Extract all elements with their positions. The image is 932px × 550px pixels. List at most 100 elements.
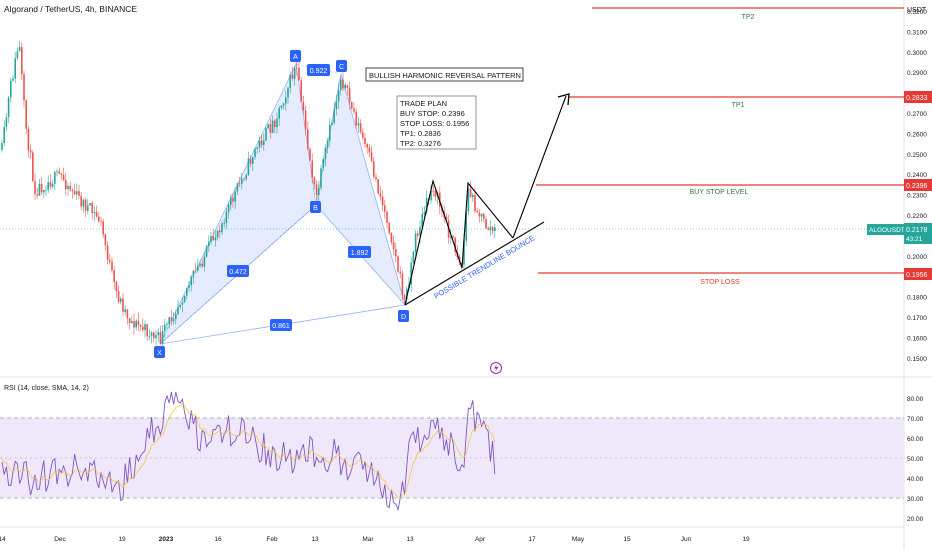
candle-body — [137, 320, 140, 326]
candle-body — [161, 330, 164, 344]
candle-body — [368, 147, 371, 153]
ratio-badge-1892[interactable] — [348, 246, 371, 258]
rsi-tick-label: 80.00 — [907, 396, 924, 403]
candle-body — [243, 178, 245, 180]
tp1-level-label: TP1 — [732, 102, 745, 109]
last-price-text: 0.2178 — [906, 227, 928, 234]
target-arrow-line[interactable] — [512, 95, 567, 239]
candle-body — [278, 107, 280, 119]
candle-body — [293, 67, 296, 79]
ratio-badge-0922[interactable] — [307, 64, 330, 76]
rsi-axis[interactable]: 80.00 70.00 60.00 50.00 40.00 30.00 20.00 — [907, 396, 924, 523]
candle-body — [454, 237, 456, 253]
candle-body — [280, 105, 283, 108]
candle-body — [282, 103, 285, 106]
price-tick-label: 0.2700 — [907, 111, 927, 118]
candle-body — [337, 90, 340, 102]
trade-plan-buy-stop: BUY STOP: 0.2396 — [400, 109, 465, 118]
trade-plan-tp2: TP2: 0.3276 — [400, 139, 441, 148]
trade-plan-box[interactable] — [396, 95, 477, 150]
candle-body — [186, 287, 188, 296]
candle-body — [153, 332, 155, 339]
candle-body — [82, 199, 85, 207]
candle-body — [296, 67, 298, 69]
arrow-head-icon — [557, 93, 570, 106]
candle-body — [276, 118, 278, 128]
time-tick-label: 19 — [742, 536, 750, 543]
candle-body — [45, 189, 47, 191]
candle-body — [315, 184, 318, 195]
candle-body — [1, 143, 3, 150]
candle-body — [60, 173, 63, 176]
point-x-badge[interactable] — [154, 346, 165, 358]
harmonic-xab-triangle[interactable] — [159, 62, 317, 345]
zigzag-projection[interactable] — [404, 178, 514, 306]
stop-price-tag — [904, 268, 932, 280]
rsi-title: RSI (14, close, SMA, 14, 2) — [4, 385, 89, 392]
candle-body — [223, 223, 225, 224]
tp2-level-label: TP2 — [742, 14, 755, 21]
candle-body — [353, 108, 355, 112]
harmonic-bcd-triangle[interactable] — [315, 73, 406, 306]
candle-body — [476, 210, 478, 213]
candle-body — [401, 273, 404, 296]
candle-body — [300, 80, 302, 102]
candle-body — [98, 216, 100, 221]
candle-body — [335, 101, 338, 110]
rsi-tick-label: 20.00 — [907, 516, 924, 523]
point-a-badge[interactable] — [290, 50, 301, 62]
candle-body — [258, 140, 261, 148]
time-axis[interactable]: 14 Dec 19 2023 16 Feb 13 Mar 13 Apr 17 May 15 Jun 19 — [0, 536, 750, 543]
candle-body — [423, 212, 426, 214]
lightning-icon[interactable] — [490, 362, 502, 374]
candle-body — [474, 194, 476, 211]
ratio-badge-0861[interactable] — [270, 319, 292, 331]
time-tick-label: Mar — [362, 536, 374, 543]
candle-body — [157, 332, 159, 336]
candle-body — [47, 182, 49, 190]
candle-body — [128, 318, 131, 324]
point-b-badge[interactable] — [310, 201, 321, 213]
candle-body — [331, 122, 333, 125]
candle-body — [318, 187, 320, 195]
candle-body — [43, 189, 45, 193]
pattern-title-box[interactable] — [365, 67, 524, 82]
candle-body — [375, 176, 377, 180]
candle-body — [192, 270, 195, 277]
candle-body — [406, 288, 408, 299]
trade-plan-stop-loss: STOP LOSS: 0.1956 — [400, 119, 469, 128]
candle-body — [271, 120, 274, 133]
candle-body — [397, 256, 399, 272]
buy-price-tag-text: 0.2396 — [906, 183, 928, 190]
trendline[interactable] — [404, 221, 545, 306]
point-x-label: X — [157, 350, 162, 357]
candle-body — [311, 160, 313, 178]
ratio-badge-0472[interactable] — [227, 265, 249, 277]
candle-body — [298, 67, 300, 81]
candle-body — [197, 265, 199, 271]
candle-body — [221, 223, 223, 233]
price-tick-label: 0.2300 — [907, 193, 927, 200]
candle-body — [256, 147, 258, 149]
candle-body — [263, 140, 265, 146]
candle-body — [432, 190, 434, 192]
rsi-line[interactable] — [1, 391, 496, 512]
harmonic-ac-line[interactable] — [295, 63, 342, 75]
point-c-badge[interactable] — [336, 60, 347, 72]
candle-body — [208, 241, 210, 247]
candle-body — [29, 150, 32, 153]
time-tick-label: 16 — [214, 536, 222, 543]
price-tick-label: 0.1500 — [907, 356, 927, 363]
candle-body — [326, 140, 329, 148]
candle-body — [49, 182, 52, 187]
point-d-badge[interactable] — [398, 310, 409, 322]
rsi-sma-line[interactable] — [1, 403, 496, 499]
candle-body — [7, 97, 10, 118]
candle-body — [450, 236, 452, 238]
time-tick-label: 13 — [311, 536, 319, 543]
candle-body — [320, 168, 322, 188]
candlestick-series[interactable] — [1, 40, 496, 350]
time-tick-label: 13 — [406, 536, 414, 543]
candle-body — [10, 80, 12, 98]
